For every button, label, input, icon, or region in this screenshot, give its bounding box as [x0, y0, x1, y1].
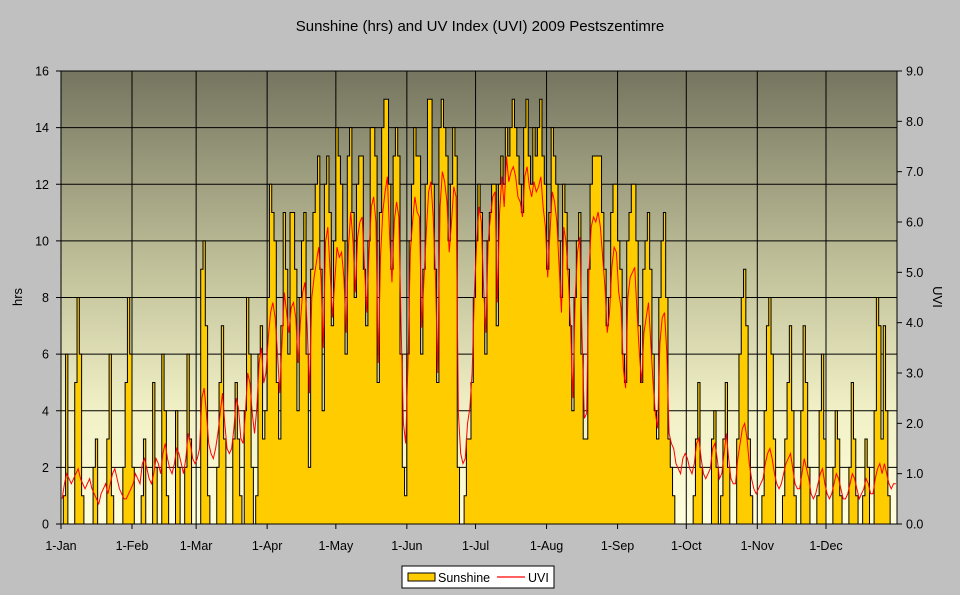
y-tick-label: 8	[42, 291, 49, 305]
legend-uvi-label: UVI	[528, 571, 549, 585]
legend: Sunshine UVI	[401, 565, 555, 589]
chart-title: Sunshine (hrs) and UV Index (UVI) 2009 P…	[296, 18, 665, 35]
x-tick-label: 1-Sep	[601, 539, 634, 553]
x-tick-label: 1-Jun	[391, 539, 422, 553]
x-tick-label: 1-Feb	[116, 539, 149, 553]
x-tick-label: 1-Nov	[741, 539, 775, 553]
x-tick-label: 1-Mar	[180, 539, 213, 553]
x-tick-label: 1-Jul	[462, 539, 489, 553]
y2-tick-label: 9.0	[906, 65, 923, 79]
x-tick-label: 1-Apr	[252, 539, 283, 553]
axes: 0 2 4 6 8 10 12 14 16 0.0 1.0 2.0 3.0 4.0 5.0 6.0 7.0 8.0…	[35, 65, 923, 554]
x-tick-label: 1-Jan	[45, 539, 76, 553]
x-tick-label: 1-Aug	[530, 539, 563, 553]
legend-box	[401, 565, 555, 589]
y2-tick-label: 0.0	[906, 518, 923, 532]
legend-sunshine-label: Sunshine	[438, 571, 490, 585]
y2-tick-label: 6.0	[906, 216, 923, 230]
y-tick-label: 0	[42, 518, 49, 532]
y2-axis-label: UVI	[930, 286, 945, 308]
y2-tick-label: 4.0	[906, 316, 923, 330]
y-tick-label: 2	[42, 461, 49, 475]
y2-tick-label: 5.0	[906, 266, 923, 280]
x-tick-label: 1-May	[318, 539, 353, 553]
y2-tick-label: 8.0	[906, 115, 923, 129]
y2-tick-label: 3.0	[906, 367, 923, 381]
y2-tick-label: 1.0	[906, 467, 923, 481]
y-tick-label: 6	[42, 348, 49, 362]
y-tick-label: 12	[35, 178, 49, 192]
legend-sunshine-swatch	[407, 572, 436, 582]
y2-tick-label: 7.0	[906, 165, 923, 179]
x-tick-label: 1-Dec	[809, 539, 842, 553]
y-tick-label: 16	[35, 65, 49, 79]
y-tick-label: 10	[35, 234, 49, 248]
x-tick-label: 1-Oct	[671, 539, 702, 553]
y-tick-label: 4	[42, 404, 49, 418]
y2-tick-label: 2.0	[906, 417, 923, 431]
y-tick-label: 14	[35, 121, 49, 135]
y-axis-label: hrs	[10, 287, 25, 306]
uvi-line	[61, 156, 896, 506]
